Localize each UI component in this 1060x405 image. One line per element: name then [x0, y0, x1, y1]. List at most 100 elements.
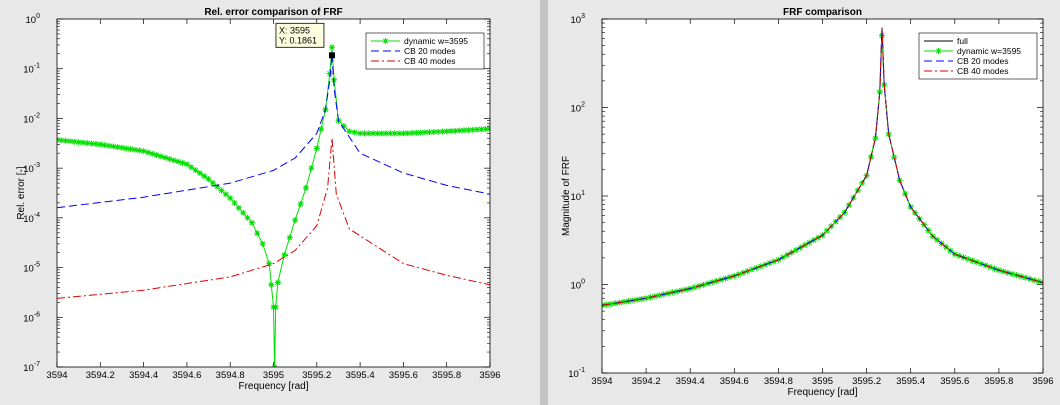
legend-label: CB 20 modes	[404, 46, 456, 56]
data-point-marker	[222, 191, 229, 198]
data-point-marker	[175, 158, 182, 165]
data-point-marker	[131, 146, 138, 153]
y-tick-exponent: -5	[34, 262, 40, 269]
y-tick-label: 10-6	[23, 311, 40, 324]
x-tick-label: 3594.2	[632, 376, 661, 387]
data-point-marker	[387, 130, 394, 137]
x-axis-label: Frequency [rad]	[238, 381, 308, 392]
data-point-marker	[192, 167, 199, 174]
data-point-marker	[691, 284, 698, 291]
data-point-marker	[607, 300, 614, 307]
y-tick-base: 10	[571, 192, 582, 203]
data-point-marker	[218, 187, 225, 194]
data-point-marker	[891, 154, 898, 161]
data-point-marker	[469, 126, 476, 133]
data-point-marker	[383, 130, 390, 137]
x-tick-label: 3595.6	[940, 376, 969, 387]
y-tick-label: 100	[26, 13, 41, 26]
data-point-marker	[474, 126, 481, 133]
y-tick-exponent: 0	[36, 13, 40, 20]
x-tick-label: 3594.6	[172, 370, 201, 381]
data-point-marker	[934, 236, 941, 243]
y-tick-base: 10	[23, 65, 34, 76]
x-tick-label: 3594.2	[86, 370, 115, 381]
data-point-marker	[79, 139, 86, 146]
x-tick-label: 3595.2	[852, 376, 881, 387]
data-point-marker	[196, 170, 203, 177]
data-point-marker	[201, 173, 208, 180]
x-tick-label: 3595.2	[302, 370, 331, 381]
y-axis-label: Magnitude of FRF	[561, 156, 572, 236]
data-point-marker	[170, 157, 177, 164]
data-point-marker	[75, 139, 82, 146]
y-tick-label: 100	[571, 279, 586, 292]
datatip-marker	[328, 52, 335, 59]
x-tick-label: 3594.8	[764, 376, 793, 387]
data-point-marker	[140, 148, 147, 155]
legend-label: dynamic w=3595	[404, 36, 468, 46]
data-point-marker	[1035, 278, 1042, 285]
data-point-marker	[205, 176, 212, 183]
series-group	[57, 44, 490, 367]
data-point-marker	[391, 130, 398, 137]
data-point-marker	[118, 144, 125, 151]
data-point-marker	[1022, 274, 1029, 281]
data-point-marker	[443, 128, 450, 135]
data-point-marker	[357, 130, 364, 137]
data-point-marker	[71, 138, 78, 145]
y-tick-base: 10	[571, 15, 582, 26]
data-point-marker	[149, 150, 156, 157]
data-point-marker	[162, 154, 169, 161]
y-tick-label: 10-4	[23, 212, 40, 225]
data-point-marker	[346, 128, 353, 135]
data-point-marker	[268, 281, 275, 288]
data-point-marker	[876, 88, 883, 95]
data-point-marker	[240, 209, 247, 216]
y-tick-exponent: -6	[34, 311, 40, 318]
datatip-x: X: 3595	[279, 25, 310, 35]
y-tick-base: 10	[571, 104, 582, 115]
x-tick-label: 3595.8	[984, 376, 1013, 387]
data-point-marker	[308, 165, 315, 172]
data-point-marker	[272, 304, 279, 311]
legend-marker	[935, 48, 942, 54]
data-point-marker	[144, 149, 151, 156]
data-point-marker	[351, 129, 358, 136]
y-tick-base: 10	[23, 363, 34, 374]
data-point-marker	[328, 44, 335, 51]
data-point-marker	[214, 183, 221, 190]
data-point-marker	[92, 140, 99, 147]
data-point-marker	[302, 184, 309, 191]
data-point-marker	[188, 164, 195, 171]
data-point-marker	[461, 127, 468, 134]
y-tick-exponent: -1	[579, 367, 585, 374]
data-point-marker	[422, 129, 429, 136]
data-point-marker	[259, 240, 266, 247]
y-tick-base: 10	[571, 281, 582, 292]
window-divider	[540, 0, 548, 405]
data-point-marker	[88, 140, 95, 147]
data-point-marker	[166, 155, 173, 162]
axes-frame	[601, 18, 1044, 374]
x-tick-label: 3594.4	[129, 370, 158, 381]
data-point-marker	[482, 126, 489, 133]
data-point-marker	[396, 130, 403, 137]
y-tick-base: 10	[26, 15, 37, 26]
data-point-marker	[235, 204, 242, 211]
data-point-marker	[101, 142, 108, 149]
data-point-marker	[136, 147, 143, 154]
y-tick-exponent: 1	[581, 190, 585, 197]
data-point-marker	[62, 137, 69, 144]
y-axis-label: Rel. error [-]	[16, 166, 27, 220]
data-point-marker	[286, 234, 293, 241]
x-tick-label: 3596	[1032, 376, 1053, 387]
series-group	[602, 27, 1043, 309]
data-point-marker	[58, 137, 65, 144]
y-tick-label: 101	[571, 190, 586, 203]
data-point-marker	[409, 129, 416, 136]
y-tick-exponent: -7	[34, 361, 40, 368]
data-point-marker	[179, 159, 186, 166]
x-tick-label: 3594.8	[216, 370, 245, 381]
data-point-marker	[84, 140, 91, 147]
